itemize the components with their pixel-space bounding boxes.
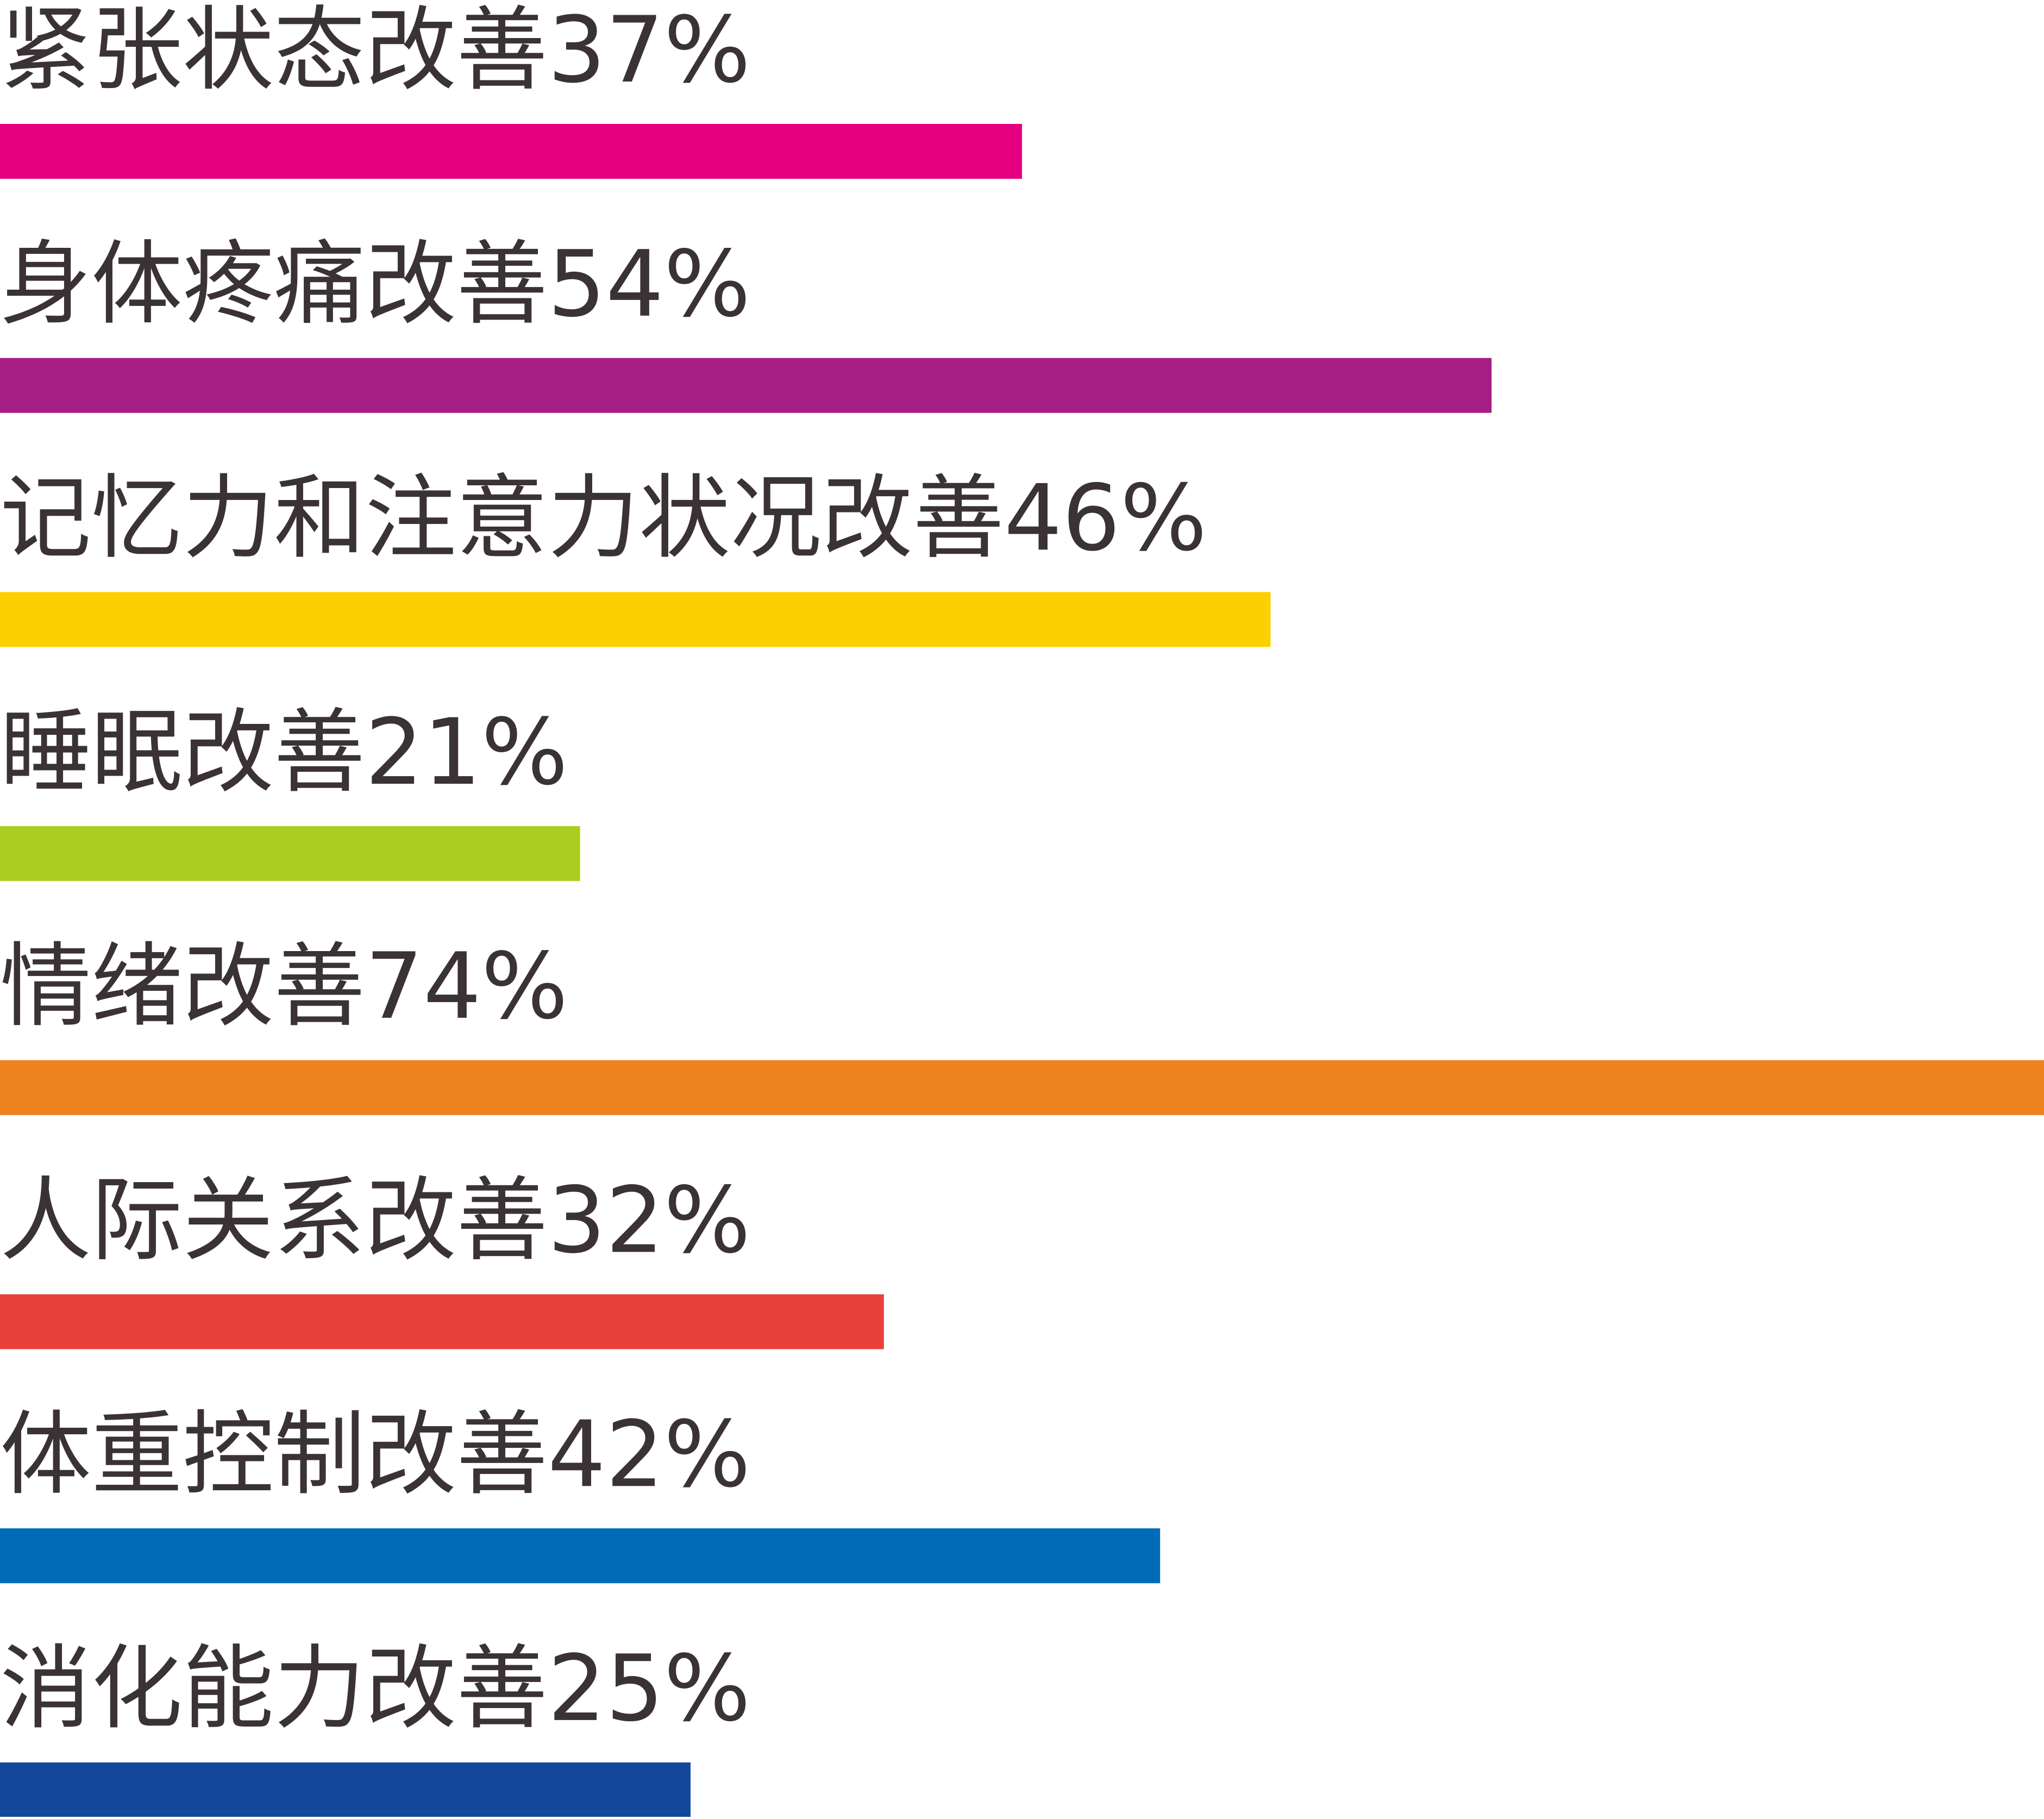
bar-label: 睡眠改善21% [0, 699, 568, 805]
bar [0, 124, 1022, 179]
value-label: 37% [548, 0, 750, 103]
value-label: 32% [548, 1167, 750, 1274]
value-label: 42% [548, 1401, 750, 1508]
bar [0, 1294, 884, 1349]
category-label: 睡眠改善 [0, 699, 365, 805]
bar [0, 826, 580, 882]
bar-label: 人际关系改善32% [0, 1167, 750, 1274]
value-label: 74% [365, 933, 568, 1040]
bar-label: 身体疼痛改善54% [0, 231, 750, 337]
category-label: 消化能力改善 [0, 1635, 548, 1742]
value-label: 46% [1004, 465, 1207, 571]
bar [0, 358, 1492, 413]
bar-label: 记忆力和注意力状况改善46% [0, 465, 1207, 571]
category-label: 记忆力和注意力状况改善 [0, 465, 1004, 571]
category-label: 身体疼痛改善 [0, 231, 548, 337]
category-label: 体重控制改善 [0, 1401, 548, 1508]
value-label: 21% [365, 699, 568, 805]
bar-label: 紧张状态改善37% [0, 0, 750, 103]
category-label: 紧张状态改善 [0, 0, 548, 103]
bar-label: 体重控制改善42% [0, 1401, 750, 1508]
bar [0, 1060, 2044, 1115]
category-label: 人际关系改善 [0, 1167, 548, 1274]
bar-label: 消化能力改善25% [0, 1635, 750, 1742]
bar [0, 592, 1271, 647]
value-label: 54% [548, 231, 750, 337]
bar [0, 1762, 691, 1817]
value-label: 25% [548, 1635, 750, 1742]
category-label: 情绪改善 [0, 933, 365, 1040]
bar [0, 1528, 1161, 1584]
bar-label: 情绪改善74% [0, 933, 568, 1040]
